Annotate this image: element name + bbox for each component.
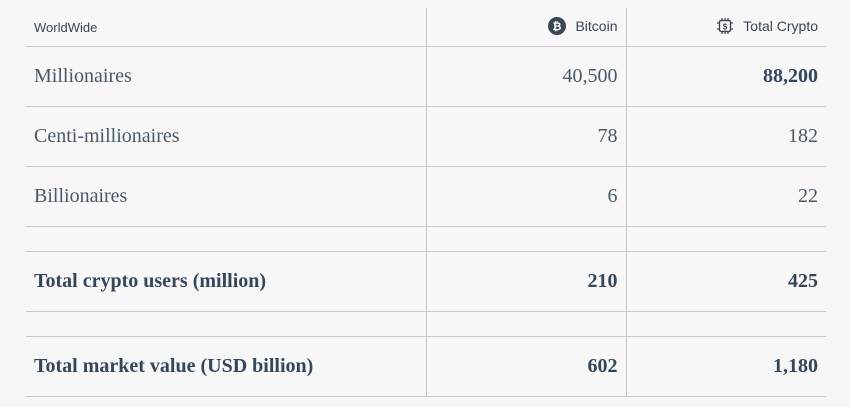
spacer-row (26, 311, 826, 337)
bitcoin-value: 78 (425, 106, 626, 167)
table-row: Centi-millionaires 78 182 (26, 106, 826, 167)
wealth-table-container: WorldWide ₿ Bitcoin (26, 8, 826, 397)
row-label: Billionaires (26, 166, 426, 227)
spacer-cell (425, 226, 626, 252)
table-header-row: WorldWide ₿ Bitcoin (26, 8, 826, 47)
spacer-cell (425, 311, 626, 337)
bitcoin-value: 40,500 (425, 46, 626, 107)
bitcoin-value: 6 (425, 166, 626, 227)
spacer-cell (26, 311, 426, 337)
row-label: Millionaires (26, 46, 426, 107)
crypto-wealth-table: WorldWide ₿ Bitcoin (26, 8, 826, 397)
svg-text:₿: ₿ (553, 21, 562, 33)
bitcoin-icon: ₿ (548, 16, 567, 35)
table-row: Millionaires 40,500 88,200 (26, 46, 826, 107)
spacer-cell (26, 226, 426, 252)
spacer-row (26, 226, 826, 252)
total-crypto-value: 88,200 (625, 46, 826, 107)
total-crypto-header-label: Total Crypto (743, 17, 818, 34)
bitcoin-header-label: Bitcoin (575, 17, 618, 34)
row-label: Centi-millionaires (26, 106, 426, 167)
total-crypto-value: 425 (625, 251, 826, 312)
chip-dollar-icon: $ (717, 17, 734, 34)
bitcoin-column-header: ₿ Bitcoin (425, 8, 626, 47)
total-crypto-value: 182 (625, 106, 826, 167)
region-header: WorldWide (26, 8, 426, 47)
total-crypto-value: 1,180 (625, 336, 826, 397)
table-row: Billionaires 6 22 (26, 166, 826, 227)
svg-text:$: $ (723, 22, 728, 31)
bitcoin-value: 210 (425, 251, 626, 312)
spacer-cell (625, 226, 826, 252)
spacer-cell (625, 311, 826, 337)
total-crypto-column-header: $ Total Crypto (625, 8, 826, 47)
total-row: Total crypto users (million) 210 425 (26, 251, 826, 312)
total-row: Total market value (USD billion) 602 1,1… (26, 336, 826, 397)
total-crypto-value: 22 (625, 166, 826, 227)
row-label: Total crypto users (million) (26, 251, 426, 312)
bitcoin-value: 602 (425, 336, 626, 397)
row-label: Total market value (USD billion) (26, 336, 426, 397)
